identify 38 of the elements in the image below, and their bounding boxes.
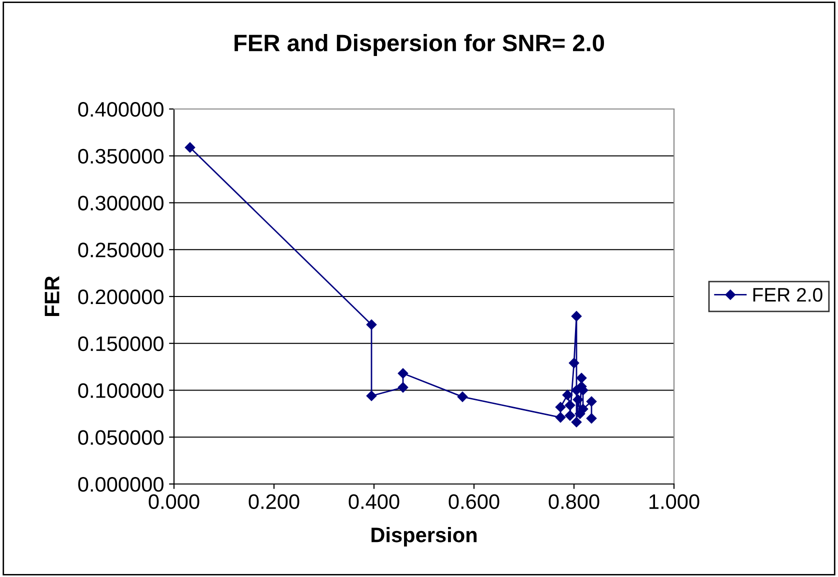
point (184, 142, 196, 153)
point (578, 404, 588, 414)
point (586, 413, 597, 424)
x-axis-title: Dispersion (372, 527, 477, 546)
point (564, 400, 576, 410)
y-tick-label: 0.400000 (78, 102, 164, 117)
chart-title: FER and Dispersion for SNR= 2.0 (234, 34, 604, 56)
x-tick-label: 0.000 (148, 494, 200, 510)
point (571, 417, 582, 428)
y-tick-label: 0.250000 (78, 242, 164, 258)
point (366, 390, 377, 401)
x-tick-label: 0.200 (248, 494, 300, 510)
point (398, 382, 408, 393)
y-tick-label: 0.150000 (78, 336, 164, 352)
y-tick-label: 0.200000 (78, 290, 164, 304)
point (572, 394, 584, 405)
y-axis-title: FER (44, 276, 60, 316)
x-tick-label: 1.000 (650, 494, 700, 510)
y-tick-label: 0.350000 (78, 148, 164, 164)
y-tick-label: 0.100000 (78, 383, 164, 398)
y-tick-label: 0.050000 (78, 430, 164, 445)
x-tick-label: 0.600 (448, 494, 500, 510)
point (568, 358, 580, 368)
point (398, 368, 408, 378)
x-tick-label: 0.400 (348, 494, 400, 510)
point (366, 320, 377, 330)
y-tick-label: 0.000000 (78, 477, 164, 492)
y-tick-label: 0.300000 (78, 196, 164, 211)
point (555, 402, 566, 412)
point (562, 390, 573, 400)
point (564, 410, 576, 421)
point (457, 392, 468, 402)
point (571, 311, 582, 322)
x-tick-label: 0.800 (548, 494, 600, 510)
point (555, 412, 566, 423)
point (586, 396, 597, 407)
point (576, 372, 587, 384)
legend-label: FER 2.0 (753, 288, 822, 302)
